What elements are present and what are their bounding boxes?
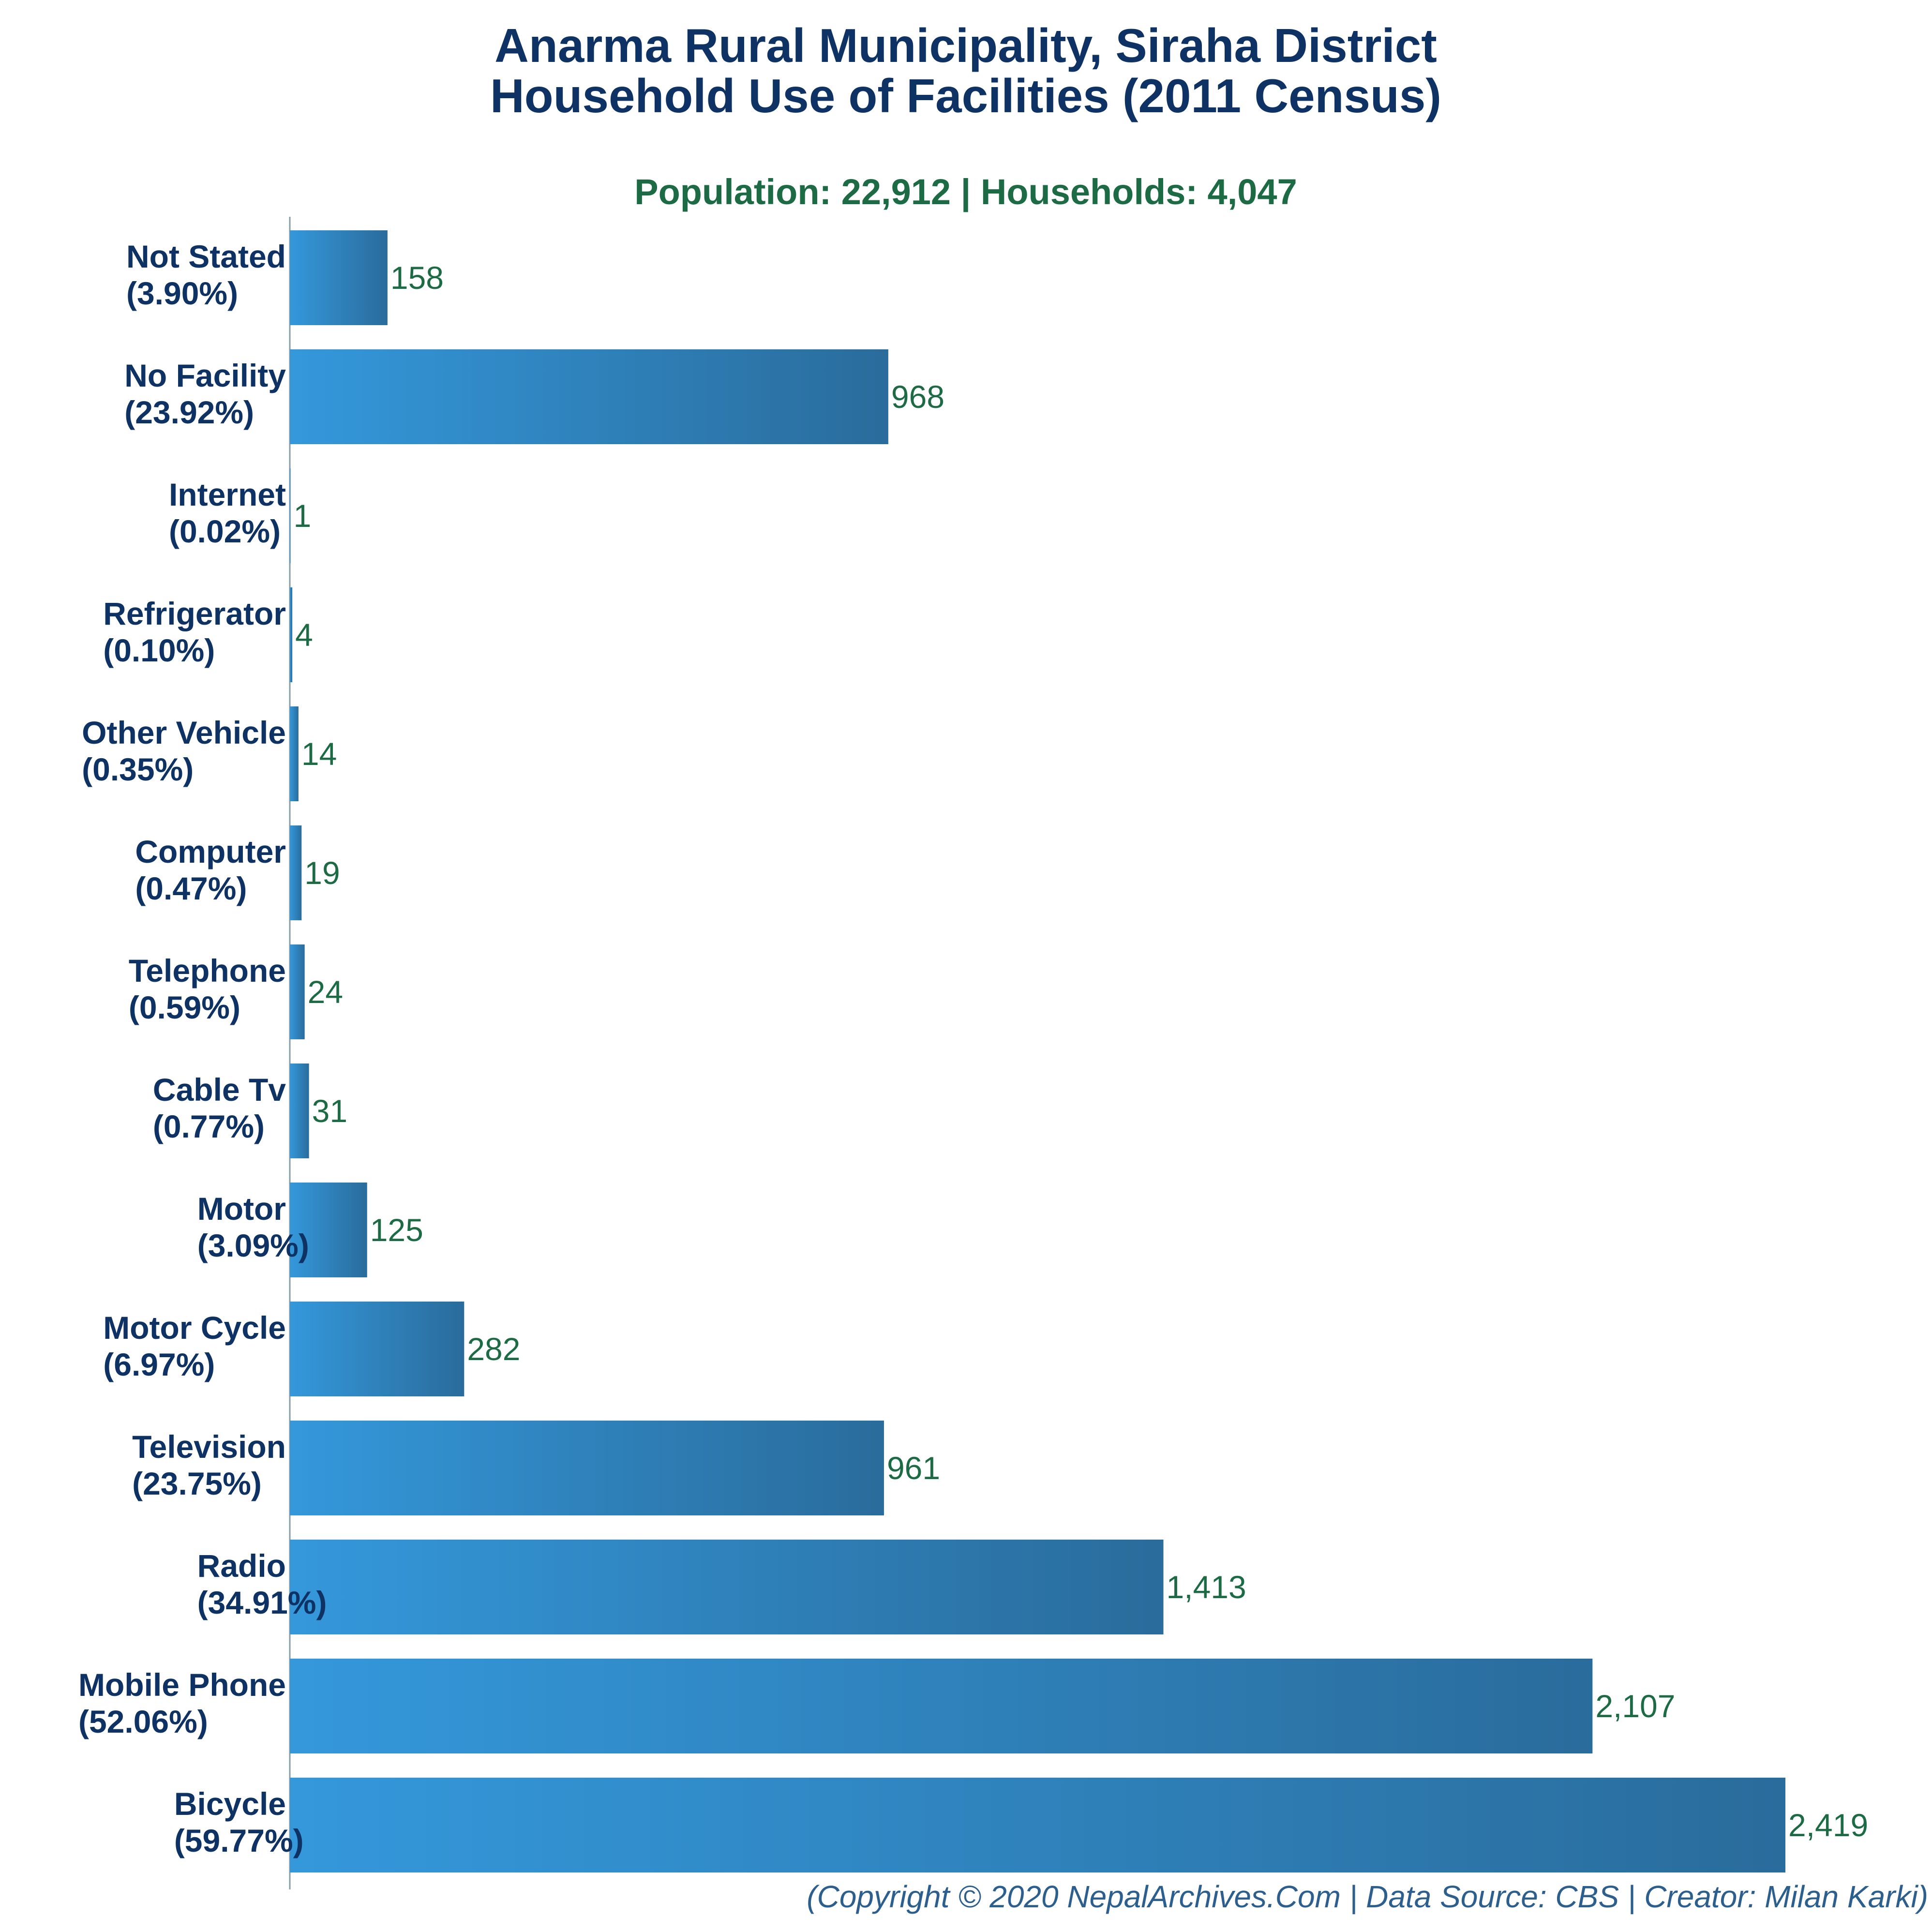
bar-mobile-phone: [290, 1659, 1593, 1753]
category-percent: (0.77%): [153, 1108, 265, 1144]
category-label: Telephone (0.59%): [129, 953, 286, 1025]
category-percent: (3.09%): [197, 1228, 309, 1263]
category-percent: (34.91%): [197, 1585, 327, 1620]
value-label: 961: [887, 1450, 940, 1486]
category-label: Motor (3.09%): [197, 1191, 309, 1263]
category-label: Motor Cycle (6.97%): [103, 1310, 286, 1382]
footer-credit: (Copyright © 2020 NepalArchives.Com | Da…: [807, 1879, 1928, 1915]
bar-refrigerator: [290, 587, 293, 682]
category-percent: (0.59%): [129, 989, 240, 1025]
category-percent: (52.06%): [78, 1704, 208, 1739]
bar-other-vehicle: [290, 706, 299, 801]
category-name: Computer: [135, 834, 286, 869]
category-label: Mobile Phone (52.06%): [78, 1667, 286, 1739]
category-name: Mobile Phone: [78, 1667, 286, 1703]
category-label: No Facility (23.92%): [124, 358, 286, 430]
value-label: 19: [304, 855, 340, 891]
value-label: 968: [891, 379, 944, 415]
value-label: 4: [295, 617, 313, 653]
bar-cable-tv: [290, 1063, 309, 1158]
bar-television: [290, 1421, 884, 1515]
category-label: Not Stated (3.90%): [126, 239, 286, 311]
category-name: Refrigerator: [103, 596, 286, 631]
category-label: Internet (0.02%): [169, 477, 286, 549]
category-name: Other Vehicle: [82, 715, 286, 750]
bar-computer: [290, 825, 302, 920]
chart-title: Anarma Rural Municipality, Siraha Distri…: [494, 19, 1437, 72]
value-label: 31: [312, 1093, 347, 1129]
category-percent: (0.02%): [169, 513, 281, 549]
bar-radio: [290, 1540, 1164, 1634]
category-label: Other Vehicle (0.35%): [82, 715, 286, 787]
value-label: 24: [308, 974, 343, 1010]
category-name: Television: [132, 1429, 286, 1465]
category-name: Cable Tv: [153, 1072, 286, 1108]
value-label: 2,107: [1595, 1688, 1675, 1724]
category-percent: (0.35%): [82, 751, 194, 787]
value-label: 158: [390, 260, 444, 296]
category-labels: Not Stated (3.90%) No Facility (23.92%) Inte…: [78, 239, 327, 1858]
category-label: Radio (34.91%): [197, 1548, 327, 1620]
bar-internet: [290, 468, 291, 563]
category-name: No Facility: [124, 358, 286, 393]
category-percent: (3.90%): [126, 275, 238, 311]
category-percent: (23.92%): [124, 394, 254, 430]
value-label: 1,413: [1167, 1569, 1246, 1605]
bar-telephone: [290, 944, 305, 1039]
category-name: Bicycle: [174, 1786, 286, 1822]
bars: [290, 230, 1785, 1872]
category-percent: (0.47%): [135, 870, 247, 906]
chart-title-line2: Household Use of Facilities (2011 Census…: [490, 69, 1441, 122]
category-name: Radio: [197, 1548, 286, 1584]
chart-subtitle: Population: 22,912 | Households: 4,047: [634, 172, 1297, 212]
category-label: Computer (0.47%): [135, 834, 286, 906]
category-percent: (59.77%): [174, 1823, 304, 1858]
value-label: 1: [294, 498, 312, 534]
value-label: 282: [467, 1331, 520, 1367]
category-percent: (0.10%): [103, 632, 215, 668]
category-name: Motor Cycle: [103, 1310, 286, 1346]
category-name: Motor: [197, 1191, 286, 1227]
category-percent: (6.97%): [103, 1347, 215, 1382]
category-label: Refrigerator (0.10%): [103, 596, 286, 668]
bar-not-stated: [290, 230, 388, 325]
value-label: 2,419: [1788, 1807, 1868, 1843]
category-name: Telephone: [129, 953, 286, 988]
category-label: Television (23.75%): [132, 1429, 286, 1501]
category-label: Cable Tv (0.77%): [153, 1072, 286, 1144]
value-label: 14: [301, 736, 337, 772]
category-percent: (23.75%): [132, 1466, 262, 1501]
category-name: Internet: [169, 477, 286, 512]
bar-no-facility: [290, 349, 888, 444]
bar-bicycle: [290, 1778, 1785, 1872]
category-name: Not Stated: [126, 239, 286, 274]
bar-motor-cycle: [290, 1302, 464, 1396]
bar-motor: [290, 1183, 367, 1277]
category-label: Bicycle (59.77%): [174, 1786, 304, 1858]
value-label: 125: [370, 1212, 423, 1248]
